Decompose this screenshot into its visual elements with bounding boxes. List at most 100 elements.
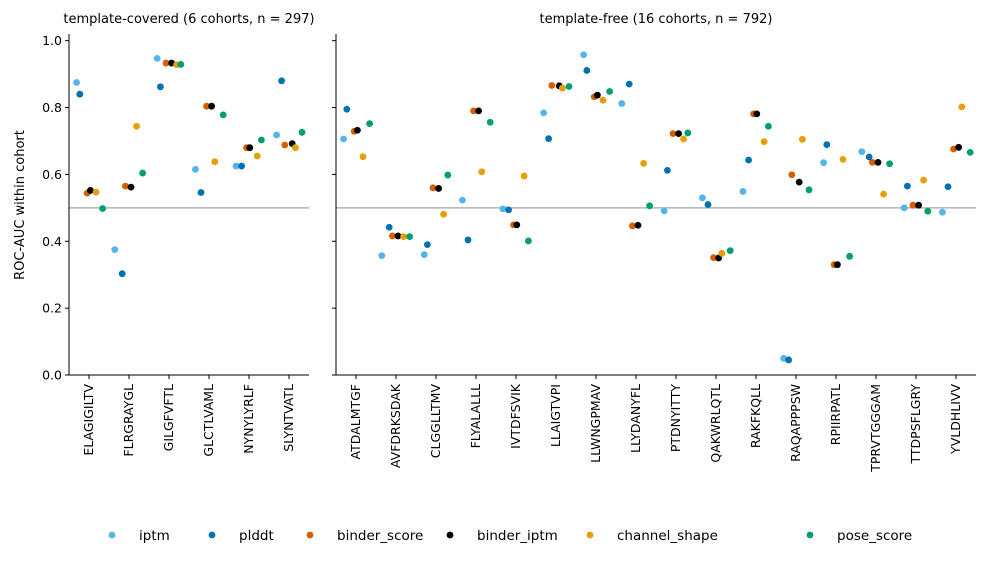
- legend-item-channel_shape: channel_shape: [586, 528, 718, 544]
- point-plddt: [424, 241, 431, 249]
- x-tick-label: GILGFVFTL: [161, 384, 176, 451]
- x-tick-label: FLRGRAYGL: [121, 384, 136, 457]
- point-plddt: [505, 206, 512, 214]
- point-binder_iptm: [675, 130, 682, 138]
- point-plddt: [464, 236, 472, 244]
- point-channel_shape: [92, 188, 100, 196]
- x-tick-label: RAQAPPPSW: [788, 384, 803, 462]
- point-channel_shape: [760, 138, 768, 146]
- point-binder_score: [122, 182, 129, 190]
- point-iptm: [273, 131, 280, 139]
- point-binder_iptm: [246, 144, 254, 152]
- point-channel_shape: [253, 152, 261, 160]
- point-channel_shape: [880, 190, 887, 198]
- point-channel_shape: [440, 210, 447, 218]
- point-binder_score: [669, 130, 677, 138]
- x-tick-label: IVTDFSVIK: [508, 383, 523, 449]
- legend-label: binder_iptm: [477, 528, 558, 544]
- point-pose_score: [646, 202, 653, 210]
- point-pose_score: [525, 237, 532, 245]
- point-channel_shape: [958, 103, 966, 111]
- point-binder_iptm: [753, 110, 761, 118]
- point-pose_score: [606, 88, 613, 95]
- y-tick-label: 0.4: [42, 234, 62, 249]
- point-plddt: [944, 183, 952, 191]
- point-pose_score: [444, 171, 452, 179]
- point-binder_iptm: [127, 183, 135, 191]
- point-binder_iptm: [634, 221, 642, 229]
- point-pose_score: [258, 136, 265, 144]
- point-channel_shape: [400, 233, 407, 240]
- point-plddt: [664, 167, 671, 174]
- point-channel_shape: [920, 176, 927, 184]
- point-plddt: [823, 141, 831, 149]
- point-iptm: [699, 194, 706, 202]
- y-tick-label: 0.8: [42, 100, 62, 115]
- point-pose_score: [99, 205, 106, 212]
- legend-item-binder_iptm: binder_iptm: [446, 528, 558, 544]
- point-iptm: [73, 79, 80, 86]
- point-binder_score: [162, 59, 170, 67]
- x-tick-label: YVLDHLIVV: [948, 384, 963, 455]
- point-iptm: [111, 246, 119, 254]
- x-tick-label: PTDNYITTY: [668, 384, 683, 453]
- point-plddt: [118, 270, 126, 278]
- point-iptm: [540, 109, 547, 117]
- x-tick-label: RAKFKQLL: [748, 384, 763, 448]
- legend-label: iptm: [139, 528, 170, 544]
- point-plddt: [865, 153, 873, 161]
- legend-item-pose_score: pose_score: [806, 528, 912, 544]
- x-tick-label: LLYDANYFL: [628, 384, 643, 453]
- point-pose_score: [765, 122, 772, 130]
- panel-title: template-covered (6 cohorts, n = 297): [63, 12, 314, 27]
- y-tick-label: 0.6: [42, 167, 62, 182]
- point-pose_score: [219, 111, 227, 119]
- point-iptm: [378, 252, 386, 260]
- point-binder_iptm: [795, 178, 803, 186]
- point-iptm: [739, 188, 747, 195]
- legend-marker: [108, 531, 116, 539]
- point-iptm: [580, 51, 587, 59]
- point-pose_score: [846, 252, 853, 260]
- point-binder_score: [710, 254, 717, 262]
- point-pose_score: [565, 83, 573, 90]
- point-iptm: [459, 196, 466, 204]
- point-plddt: [76, 90, 84, 98]
- point-binder_iptm: [208, 102, 216, 110]
- point-channel_shape: [799, 135, 806, 143]
- y-tick-label: 0.0: [42, 368, 62, 383]
- point-iptm: [192, 165, 199, 173]
- point-channel_shape: [133, 122, 141, 130]
- point-binder_iptm: [874, 158, 882, 166]
- legend-label: binder_score: [337, 528, 423, 544]
- point-pose_score: [924, 207, 932, 215]
- point-plddt: [704, 201, 712, 208]
- x-tick-label: ATDALMTGF: [348, 384, 363, 459]
- legend-marker: [586, 531, 594, 539]
- y-axis-label: ROC-AUC within cohort: [13, 130, 28, 280]
- point-binder_iptm: [594, 91, 601, 99]
- point-channel_shape: [718, 249, 726, 257]
- x-tick-label: RPIIRPATL: [828, 384, 843, 445]
- point-plddt: [278, 77, 285, 85]
- point-iptm: [939, 208, 946, 216]
- panel-2: template-free (16 cohorts, n = 792) ATDAL…: [332, 12, 976, 473]
- point-pose_score: [486, 118, 494, 126]
- point-pose_score: [726, 247, 734, 255]
- point-iptm: [340, 135, 347, 143]
- point-iptm: [858, 148, 866, 156]
- legend-label: plddt: [239, 528, 274, 544]
- y-tick-label: 0.2: [42, 301, 62, 316]
- x-tick-label: GLCTLVAML: [201, 384, 216, 457]
- x-tick-label: LLAIGTVPI: [548, 384, 563, 447]
- point-binder_score: [909, 201, 917, 209]
- point-plddt: [238, 162, 246, 170]
- point-plddt: [545, 135, 552, 143]
- point-binder_score: [389, 232, 396, 240]
- point-binder_score: [629, 222, 636, 230]
- point-binder_score: [429, 184, 437, 192]
- x-tick-label: CLGGLLTMV: [428, 384, 443, 459]
- point-binder_score: [788, 171, 796, 179]
